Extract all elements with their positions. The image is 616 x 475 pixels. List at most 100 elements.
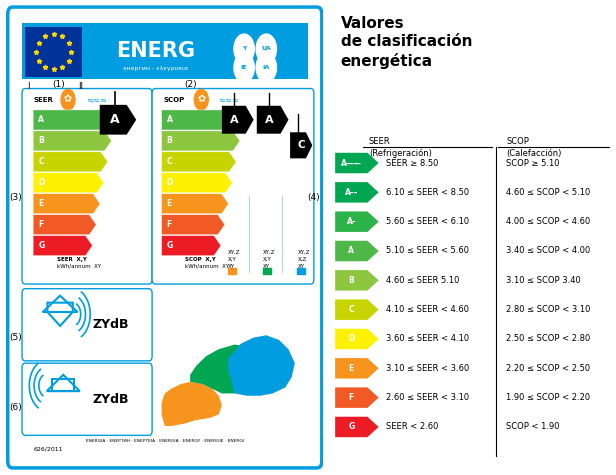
Text: 3.10 ≤ SCOP 3.40: 3.10 ≤ SCOP 3.40 — [506, 276, 581, 285]
Text: B: B — [349, 276, 354, 285]
Text: kWh/annum  XY: kWh/annum XY — [57, 264, 101, 269]
Polygon shape — [335, 182, 379, 203]
Text: XY: XY — [263, 264, 270, 269]
Text: (3): (3) — [9, 193, 22, 202]
Polygon shape — [335, 211, 379, 232]
FancyBboxPatch shape — [152, 88, 314, 284]
Polygon shape — [33, 194, 100, 214]
Polygon shape — [257, 106, 288, 133]
Text: Valores
de clasificación
energética: Valores de clasificación energética — [341, 16, 472, 68]
Text: IA: IA — [262, 65, 270, 70]
Polygon shape — [335, 270, 379, 291]
Text: SEER ≥ 8.50: SEER ≥ 8.50 — [386, 159, 438, 168]
Text: ZYdB: ZYdB — [92, 393, 129, 406]
Text: 6.10 ≤ SEER < 8.50: 6.10 ≤ SEER < 8.50 — [386, 188, 469, 197]
Polygon shape — [100, 105, 136, 134]
Text: E: E — [349, 364, 354, 373]
Text: 4.00 ≤ SCOP < 4.60: 4.00 ≤ SCOP < 4.60 — [506, 217, 590, 226]
Text: G: G — [167, 241, 173, 250]
Bar — [298, 268, 306, 274]
Text: 3.40 ≤ SCOP < 4.00: 3.40 ≤ SCOP < 4.00 — [506, 247, 590, 256]
Polygon shape — [335, 241, 379, 261]
Polygon shape — [33, 152, 108, 172]
Polygon shape — [33, 110, 115, 130]
Polygon shape — [335, 417, 379, 437]
Polygon shape — [161, 173, 232, 193]
Polygon shape — [222, 106, 254, 133]
FancyBboxPatch shape — [22, 23, 307, 79]
Polygon shape — [161, 194, 229, 214]
Text: UA: UA — [261, 47, 271, 51]
Text: SEER
(Refrigeración): SEER (Refrigeración) — [369, 137, 432, 158]
Text: ZYdB: ZYdB — [92, 318, 129, 331]
Polygon shape — [335, 358, 379, 379]
Circle shape — [194, 89, 208, 110]
Text: ✿: ✿ — [197, 95, 205, 104]
Text: A: A — [348, 247, 354, 256]
Circle shape — [61, 89, 75, 110]
Text: D: D — [38, 178, 44, 187]
Text: SCOP
(Calefacción): SCOP (Calefacción) — [506, 137, 562, 158]
FancyBboxPatch shape — [22, 88, 152, 284]
Text: 2.20 ≤ SCOP < 2.50: 2.20 ≤ SCOP < 2.50 — [506, 364, 590, 373]
Polygon shape — [228, 335, 295, 396]
Polygon shape — [161, 215, 225, 235]
Text: (2): (2) — [184, 80, 197, 89]
Text: A: A — [264, 115, 273, 125]
Bar — [228, 268, 236, 274]
Text: SEER < 2.60: SEER < 2.60 — [386, 422, 438, 431]
Text: энергин - ελεγρυκια: энергин - ελεγρυκια — [123, 66, 188, 72]
Text: 626/2011: 626/2011 — [33, 446, 63, 451]
Text: D: D — [167, 178, 173, 187]
Polygon shape — [335, 388, 379, 408]
Text: 4.10 ≤ SEER < 4.60: 4.10 ≤ SEER < 4.60 — [386, 305, 469, 314]
Text: C: C — [298, 140, 305, 150]
Text: D: D — [348, 334, 354, 343]
Text: A–: A– — [346, 217, 356, 226]
Text: XY: XY — [228, 264, 235, 269]
Text: SEER  X,Y: SEER X,Y — [57, 257, 87, 262]
Text: ≈≈≈: ≈≈≈ — [217, 95, 239, 104]
Polygon shape — [335, 299, 379, 320]
Text: 5.60 ≤ SEER < 6.10: 5.60 ≤ SEER < 6.10 — [386, 217, 469, 226]
Text: 3.10 ≤ SEER < 3.60: 3.10 ≤ SEER < 3.60 — [386, 364, 469, 373]
Text: (4): (4) — [307, 193, 320, 202]
Text: F: F — [167, 220, 172, 229]
Polygon shape — [161, 236, 221, 256]
Text: SCOP ≥ 5.10: SCOP ≥ 5.10 — [506, 159, 560, 168]
Text: (5): (5) — [9, 333, 22, 342]
Text: (6): (6) — [9, 403, 22, 412]
Polygon shape — [161, 131, 240, 151]
Text: 2.50 ≤ SCOP < 2.80: 2.50 ≤ SCOP < 2.80 — [506, 334, 590, 343]
Text: G: G — [348, 422, 354, 431]
Text: E: E — [38, 199, 44, 208]
Text: A: A — [167, 115, 172, 124]
Text: 4.60 ≤ SCOP < 5.10: 4.60 ≤ SCOP < 5.10 — [506, 188, 590, 197]
Text: A——: A—— — [341, 159, 362, 168]
Text: A: A — [110, 113, 120, 126]
Text: 2.60 ≤ SEER < 3.10: 2.60 ≤ SEER < 3.10 — [386, 393, 469, 402]
FancyBboxPatch shape — [22, 289, 152, 361]
Text: ENERG: ENERG — [116, 41, 195, 61]
Polygon shape — [33, 173, 104, 193]
Text: C: C — [167, 157, 172, 166]
Circle shape — [234, 34, 254, 64]
Text: F: F — [38, 220, 44, 229]
Text: C: C — [38, 157, 44, 166]
Text: E: E — [167, 199, 172, 208]
Text: kW  XY,Z: kW XY,Z — [185, 250, 210, 255]
Text: X,Y: X,Y — [228, 257, 237, 262]
FancyBboxPatch shape — [22, 363, 152, 435]
Text: SCOP < 1.90: SCOP < 1.90 — [506, 422, 560, 431]
Text: G: G — [38, 241, 44, 250]
Text: A––: A–– — [344, 188, 358, 197]
Text: Y: Y — [242, 47, 246, 51]
Text: 4.60 ≤ SEER 5.10: 4.60 ≤ SEER 5.10 — [386, 276, 459, 285]
Text: kW  XY,Z: kW XY,Z — [57, 250, 82, 255]
Text: X,Y: X,Y — [263, 257, 272, 262]
Text: (1): (1) — [52, 80, 65, 89]
Text: B: B — [38, 136, 44, 145]
Text: ≈≈≈: ≈≈≈ — [86, 95, 107, 104]
Text: B: B — [167, 136, 172, 145]
Text: IE: IE — [241, 65, 248, 70]
